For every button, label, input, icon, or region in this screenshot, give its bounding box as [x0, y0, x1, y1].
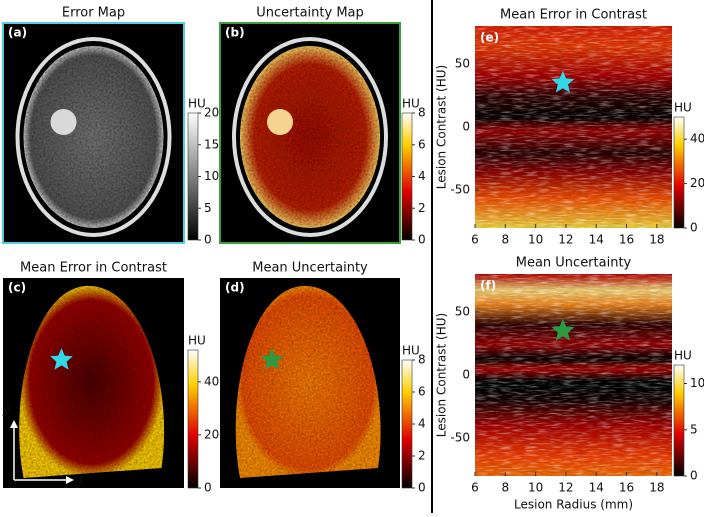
x-tick-label: 12: [558, 233, 573, 247]
x-tick-label: 16: [619, 481, 634, 495]
y-tick-label: 50: [455, 56, 470, 70]
x-tick-label: 14: [589, 481, 604, 495]
colorbar-tick-label: 5: [690, 422, 698, 436]
y-tick-label: 50: [455, 304, 470, 318]
colorbar-tick-label: 2: [418, 449, 426, 463]
heatmap: [475, 274, 672, 476]
brain: [24, 46, 164, 228]
colorbar: [402, 360, 412, 488]
panel-label: (d): [225, 281, 245, 295]
colorbar-tick-label: 0: [204, 233, 212, 247]
x-tick-label: 14: [589, 233, 604, 247]
plot-title: Mean Uncertainty: [516, 256, 632, 271]
colorbar-tick-label: 0: [204, 481, 212, 495]
axis-arrow-label: x: [78, 474, 85, 488]
colorbar-tick-label: 6: [418, 137, 426, 151]
figure: Error Map(a)HU05101520Uncertainty Map(b)…: [0, 0, 704, 513]
colorbar: [674, 117, 684, 228]
axis-arrow-label: y: [2, 403, 10, 417]
panel-title: Error Map: [62, 6, 125, 21]
colorbar-tick-label: 0: [418, 481, 426, 495]
colorbar-tick-label: 5: [204, 201, 212, 215]
panel-title: Mean Uncertainty: [252, 261, 368, 276]
colorbar-tick-label: 20: [690, 176, 704, 190]
colorbar-tick-label: 0: [690, 469, 698, 483]
x-tick-label: 12: [558, 481, 573, 495]
x-tick-label: 18: [649, 481, 664, 495]
colorbar: [188, 113, 198, 240]
colorbar-tick-label: 4: [418, 417, 426, 431]
x-axis-label: Lesion Radius (mm): [514, 498, 633, 512]
heatmap: [475, 26, 672, 228]
colorbar-tick-label: 10: [204, 169, 219, 183]
colorbar-tick-label: 10: [690, 376, 704, 390]
colorbar: [674, 365, 684, 476]
lesion: [51, 109, 77, 135]
colorbar-tick-label: 15: [204, 137, 219, 151]
colorbar-tick-label: 0: [418, 233, 426, 247]
colorbar-label: HU: [674, 349, 692, 363]
panel-label: (b): [225, 26, 245, 40]
x-tick-label: 6: [471, 481, 479, 495]
lesion: [267, 109, 293, 135]
panel-label: (c): [8, 281, 26, 295]
y-tick-label: 0: [462, 368, 470, 382]
panel-title: Mean Error in Contrast: [20, 261, 167, 276]
plot-title: Mean Error in Contrast: [500, 8, 647, 23]
panel-title: Uncertainty Map: [256, 6, 364, 21]
y-axis-label: Lesion Contrast (HU): [435, 313, 449, 437]
y-tick-label: -50: [450, 431, 470, 445]
colorbar-tick-label: 20: [204, 106, 219, 120]
x-tick-label: 6: [471, 233, 479, 247]
panel-label: (f): [480, 279, 496, 293]
x-tick-label: 8: [501, 233, 509, 247]
colorbar-tick-label: 8: [418, 106, 426, 120]
x-tick-label: 18: [649, 233, 664, 247]
panel-label: (a): [8, 26, 27, 40]
colorbar-tick-label: 40: [690, 132, 704, 146]
colorbar-label: HU: [674, 101, 692, 115]
y-tick-label: -50: [450, 183, 470, 197]
colorbar: [188, 350, 198, 488]
colorbar-tick-label: 20: [204, 427, 219, 441]
colorbar-tick-label: 4: [418, 169, 426, 183]
x-tick-label: 10: [528, 481, 543, 495]
x-tick-label: 10: [528, 233, 543, 247]
colorbar-tick-label: 2: [418, 201, 426, 215]
x-tick-label: 16: [619, 233, 634, 247]
x-tick-label: 8: [501, 481, 509, 495]
colorbar: [402, 113, 412, 240]
colorbar-label: HU: [188, 334, 206, 348]
colorbar-tick-label: 0: [690, 221, 698, 235]
colorbar-tick-label: 8: [418, 353, 426, 367]
colorbar-tick-label: 40: [204, 374, 219, 388]
panel-label: (e): [480, 31, 499, 45]
colorbar-tick-label: 6: [418, 385, 426, 399]
brain: [240, 46, 380, 228]
y-axis-label: Lesion Contrast (HU): [435, 65, 449, 189]
y-tick-label: 0: [462, 120, 470, 134]
